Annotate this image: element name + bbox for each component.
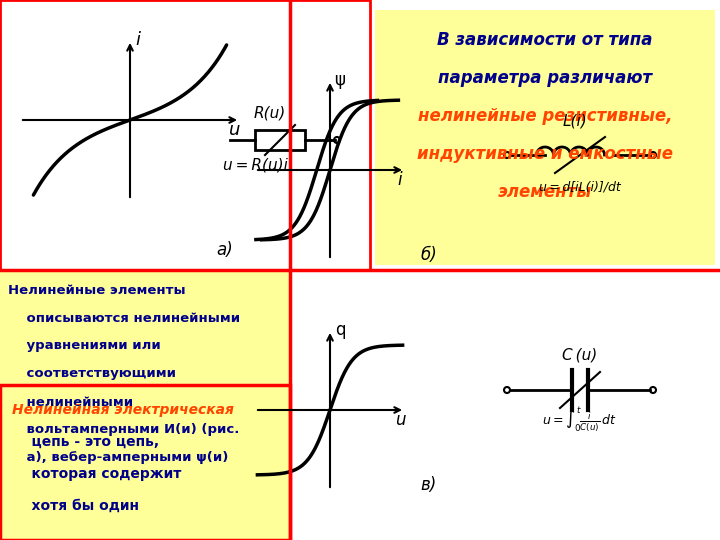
Text: хотя бы один: хотя бы один [12, 499, 139, 513]
Bar [0, 385, 290, 540]
Bar [255, 130, 305, 150]
Text: u = d[iL(i)]/dt: u = d[iL(i)]/dt [539, 180, 621, 193]
Text: элементы: элементы [498, 183, 592, 201]
Text: соответствующими: соответствующими [8, 368, 176, 381]
Text: описываются нелинейными: описываются нелинейными [8, 312, 240, 325]
Text: индуктивные и емкостные: индуктивные и емкостные [417, 145, 673, 163]
Text: а), вебер-амперными ψ(и): а), вебер-амперными ψ(и) [8, 451, 228, 464]
Text: $u=\int_0^t \frac{i}{C(u)}\,dt$: $u=\int_0^t \frac{i}{C(u)}\,dt$ [542, 406, 618, 434]
Text: u = R(u)i: u = R(u)i [222, 158, 287, 173]
Text: C (u): C (u) [562, 348, 598, 363]
Text: u: u [229, 121, 240, 139]
Text: Нелинейные элементы: Нелинейные элементы [8, 284, 186, 296]
Text: в): в) [420, 476, 436, 494]
Text: ψ: ψ [335, 71, 346, 89]
Text: u: u [395, 411, 405, 429]
Text: уравнениями или: уравнениями или [8, 340, 161, 353]
Text: В зависимости от типа: В зависимости от типа [437, 31, 653, 49]
Text: параметра различают: параметра различают [438, 69, 652, 87]
Text: L(i): L(i) [562, 113, 588, 128]
Text: которая содержит: которая содержит [12, 467, 181, 481]
Bar [0, 0, 370, 270]
Text: а): а) [217, 241, 233, 259]
Text: б): б) [420, 246, 437, 264]
FancyBboxPatch shape [375, 10, 715, 265]
Text: q: q [335, 321, 346, 339]
Text: i: i [135, 31, 140, 49]
FancyBboxPatch shape [0, 270, 290, 540]
Text: вольтамперными И(и) (рис.: вольтамперными И(и) (рис. [8, 423, 239, 436]
Text: Нелинейная электрическая: Нелинейная электрическая [12, 403, 234, 417]
Text: R(u): R(u) [254, 106, 286, 121]
Text: нелинейные резистивные,: нелинейные резистивные, [418, 107, 672, 125]
Text: цепь - это цепь,: цепь - это цепь, [12, 435, 159, 449]
Text: нелинейными: нелинейными [8, 395, 133, 408]
Text: i: i [397, 171, 402, 189]
